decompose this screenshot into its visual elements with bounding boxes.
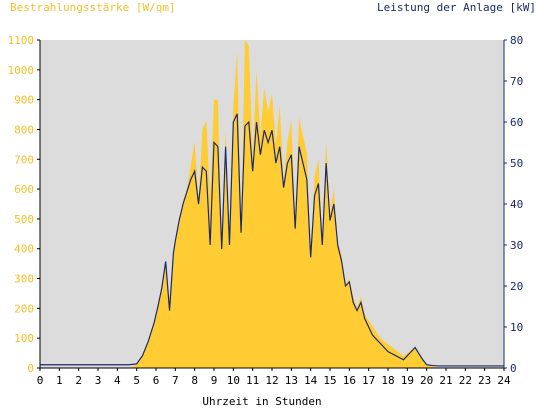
left-tick-label: 300 bbox=[14, 273, 34, 286]
right-tick-label: 80 bbox=[510, 34, 523, 47]
irradiance-area-layer bbox=[40, 40, 504, 368]
x-tick-label: 21 bbox=[439, 374, 452, 387]
x-tick-label: 3 bbox=[95, 374, 102, 387]
left-y-ticks: 0 100 200 300 400 500 600 700 800 900 1000 1100 bbox=[8, 34, 40, 375]
x-tick-label: 23 bbox=[478, 374, 491, 387]
x-tick-label: 0 bbox=[37, 374, 44, 387]
left-tick-label: 700 bbox=[14, 153, 34, 166]
x-tick-label: 14 bbox=[304, 374, 318, 387]
power-line-layer bbox=[40, 113, 504, 367]
x-tick-label: 22 bbox=[459, 374, 472, 387]
x-tick-label: 18 bbox=[381, 374, 394, 387]
x-tick-label: 19 bbox=[401, 374, 414, 387]
right-tick-label: 70 bbox=[510, 75, 523, 88]
left-tick-label: 900 bbox=[14, 94, 34, 107]
x-tick-label: 12 bbox=[265, 374, 278, 387]
x-tick-label: 4 bbox=[114, 374, 121, 387]
left-tick-label: 400 bbox=[14, 243, 34, 256]
left-axis-title: Bestrahlungsstärke [W/qm] bbox=[10, 1, 176, 14]
x-tick-label: 5 bbox=[133, 374, 140, 387]
x-tick-label: 8 bbox=[191, 374, 198, 387]
left-tick-label: 1100 bbox=[8, 34, 35, 47]
x-ticks: 0 1 2 3 4 5 6 7 8 9 10 11 12 13 14 15 16 17 18 19 20 21 22 23 24 bbox=[37, 368, 511, 387]
left-tick-label: 0 bbox=[27, 362, 34, 375]
x-tick-label: 20 bbox=[420, 374, 433, 387]
left-tick-label: 1000 bbox=[8, 64, 35, 77]
x-tick-label: 13 bbox=[285, 374, 298, 387]
x-tick-label: 24 bbox=[497, 374, 511, 387]
x-tick-label: 7 bbox=[172, 374, 179, 387]
right-tick-label: 50 bbox=[510, 157, 523, 170]
left-tick-label: 800 bbox=[14, 123, 34, 136]
right-tick-label: 0 bbox=[510, 362, 517, 375]
x-tick-label: 11 bbox=[246, 374, 259, 387]
x-tick-label: 6 bbox=[153, 374, 160, 387]
x-tick-label: 17 bbox=[362, 374, 375, 387]
x-tick-label: 1 bbox=[56, 374, 63, 387]
right-tick-label: 20 bbox=[510, 280, 523, 293]
irradiance-area bbox=[40, 40, 504, 368]
power-line bbox=[40, 113, 504, 367]
right-y-ticks: 0 10 20 30 40 50 60 70 80 bbox=[504, 34, 523, 375]
x-tick-label: 9 bbox=[211, 374, 218, 387]
right-axis-title: Leistung der Anlage [kW] bbox=[377, 1, 536, 14]
left-tick-label: 600 bbox=[14, 183, 34, 196]
left-tick-label: 100 bbox=[14, 332, 34, 345]
x-tick-label: 15 bbox=[323, 374, 336, 387]
left-tick-label: 200 bbox=[14, 302, 34, 315]
right-tick-label: 60 bbox=[510, 116, 523, 129]
x-tick-label: 16 bbox=[343, 374, 356, 387]
x-axis-label: Uhrzeit in Stunden bbox=[202, 395, 321, 408]
right-tick-label: 30 bbox=[510, 239, 523, 252]
x-tick-label: 2 bbox=[75, 374, 82, 387]
left-tick-label: 500 bbox=[14, 213, 34, 226]
right-tick-label: 10 bbox=[510, 321, 523, 334]
right-tick-label: 40 bbox=[510, 198, 523, 211]
x-tick-label: 10 bbox=[227, 374, 240, 387]
